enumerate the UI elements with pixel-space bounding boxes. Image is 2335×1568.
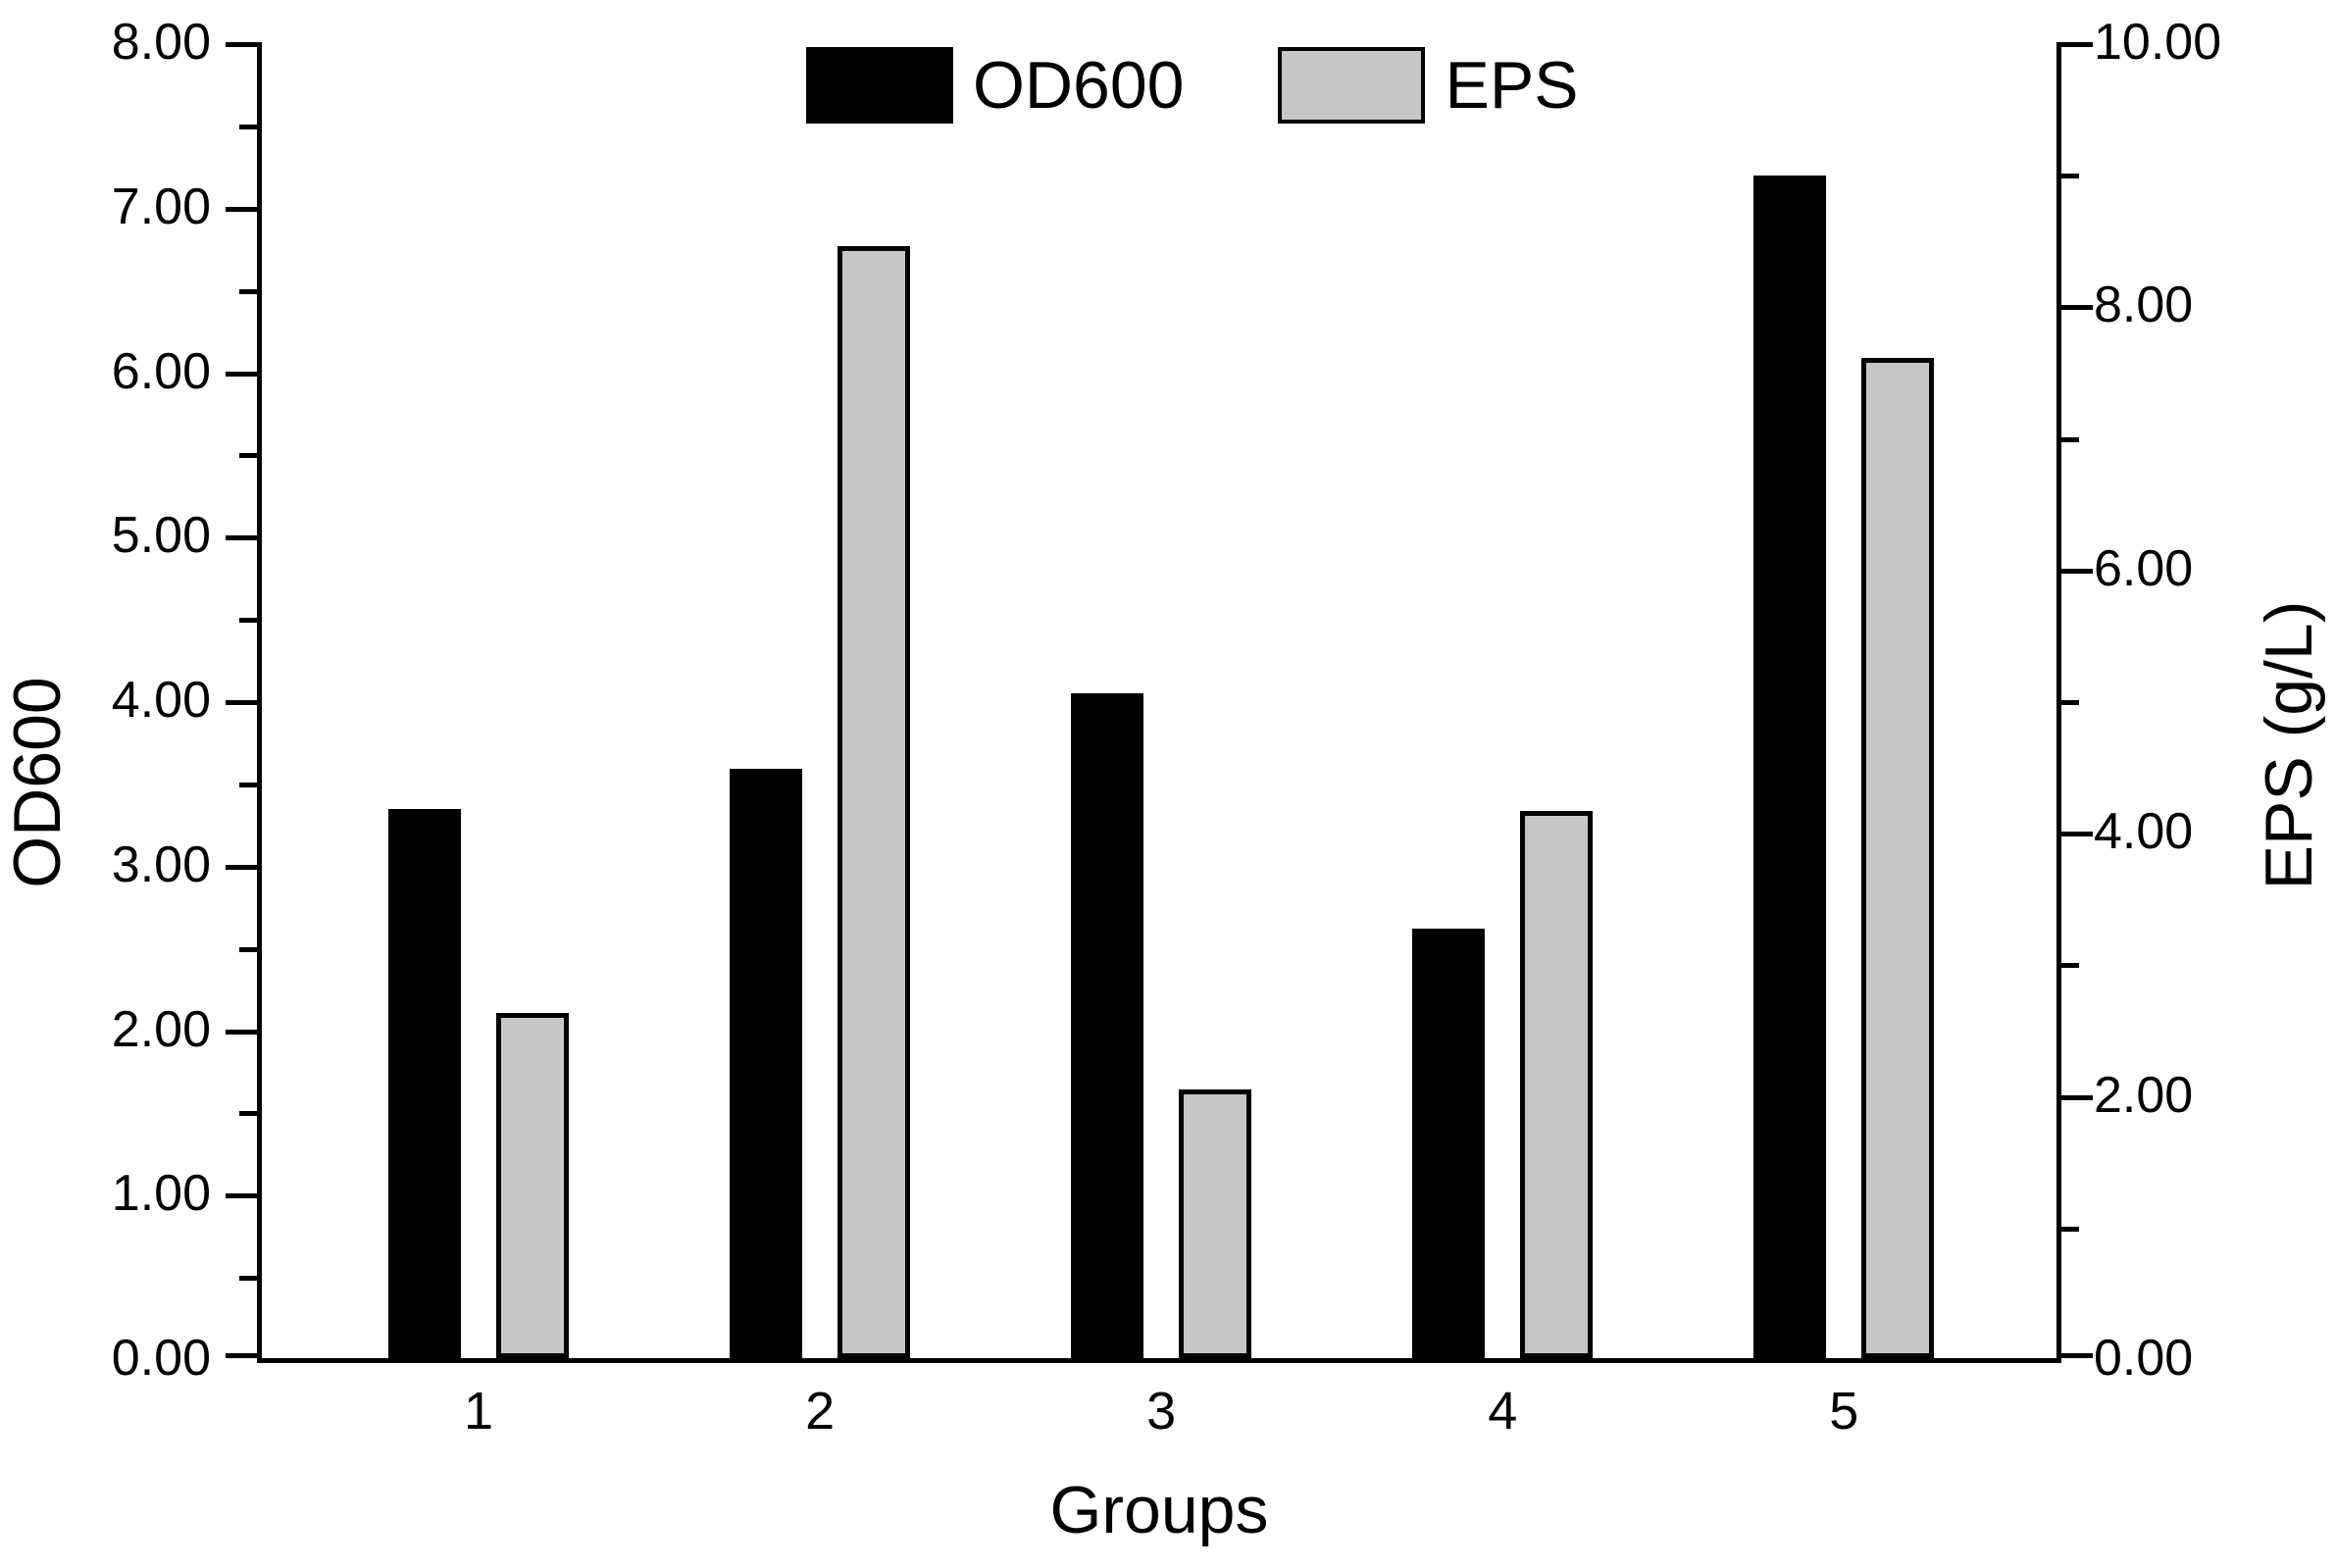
od600-bar-group-2: [730, 769, 803, 1358]
y-right-minor-tick: [2061, 436, 2079, 442]
y-right-minor-tick: [2061, 1226, 2079, 1232]
x-axis-title: Groups: [1049, 1473, 1269, 1547]
eps-bar-group-3: [1179, 1089, 1252, 1358]
od600-legend-swatch: [806, 47, 953, 124]
eps-bar-group-5: [1861, 358, 1935, 1358]
y-right-tick-label: 4.00: [2094, 803, 2194, 861]
y-left-tick-label: 7.00: [111, 177, 211, 235]
y-right-minor-tick: [2061, 700, 2079, 705]
y-right-major-tick: [2061, 832, 2093, 837]
y-left-tick-label: 8.00: [111, 14, 211, 71]
y-left-major-tick: [226, 700, 257, 705]
y-left-major-tick: [226, 864, 257, 870]
y-right-major-tick: [2061, 305, 2093, 311]
plot-area: [226, 42, 2093, 1363]
y-right-minor-tick: [2061, 174, 2079, 179]
y-right-minor-tick: [2061, 963, 2079, 969]
y-left-major-tick: [226, 371, 257, 377]
x-tick-label-3: 3: [1146, 1382, 1177, 1441]
y-axis-right-title: EPS (g/L): [2252, 600, 2326, 890]
y-left-major-tick: [226, 535, 257, 541]
eps-bar-group-1: [496, 1013, 570, 1358]
y-left-major-tick: [226, 1029, 257, 1035]
y-left-minor-tick: [239, 1111, 257, 1117]
od600-bar-group-5: [1753, 175, 1827, 1358]
od600-bar-group-3: [1071, 693, 1144, 1358]
y-left-tick-label: 2.00: [111, 1000, 211, 1058]
eps-legend-swatch: [1278, 47, 1426, 124]
y-left-major-tick: [226, 206, 257, 212]
eps-bar-group-4: [1520, 810, 1594, 1358]
y-left-major-tick: [226, 42, 257, 47]
y-right-major-tick: [2061, 42, 2093, 47]
od600-bar-group-4: [1412, 929, 1486, 1358]
x-tick-label-2: 2: [805, 1382, 836, 1441]
y-left-minor-tick: [239, 618, 257, 624]
y-left-minor-tick: [239, 782, 257, 787]
y-left-minor-tick: [239, 453, 257, 459]
y-left-minor-tick: [239, 288, 257, 294]
y-right-major-tick: [2061, 1094, 2093, 1100]
eps-legend-label: EPS: [1445, 48, 1579, 123]
y-right-tick-label: 8.00: [2094, 277, 2194, 334]
legend: OD600 EPS: [806, 47, 1579, 124]
y-right-tick-label: 2.00: [2094, 1066, 2194, 1124]
y-left-major-tick: [226, 1353, 257, 1358]
y-left-minor-tick: [239, 124, 257, 129]
y-left-minor-tick: [239, 1276, 257, 1282]
x-tick-label-5: 5: [1829, 1382, 1859, 1441]
y-left-tick-label: 4.00: [111, 672, 211, 729]
y-left-tick-label: 0.00: [111, 1330, 211, 1387]
y-right-tick-label: 10.00: [2094, 14, 2222, 71]
y-right-major-tick: [2061, 568, 2093, 574]
od600-legend-label: OD600: [973, 48, 1185, 123]
y-left-tick-label: 1.00: [111, 1165, 211, 1223]
od600-bar-group-1: [388, 808, 462, 1358]
y-right-major-tick: [2061, 1353, 2093, 1358]
y-right-tick-label: 6.00: [2094, 539, 2194, 597]
y-left-major-tick: [226, 1193, 257, 1199]
y-right-tick-label: 0.00: [2094, 1330, 2194, 1387]
x-tick-label-4: 4: [1488, 1382, 1518, 1441]
y-left-tick-label: 6.00: [111, 342, 211, 400]
x-tick-label-1: 1: [464, 1382, 494, 1441]
y-left-minor-tick: [239, 946, 257, 952]
y-left-tick-label: 5.00: [111, 507, 211, 565]
eps-bar-group-2: [838, 246, 911, 1358]
y-left-tick-label: 3.00: [111, 835, 211, 893]
